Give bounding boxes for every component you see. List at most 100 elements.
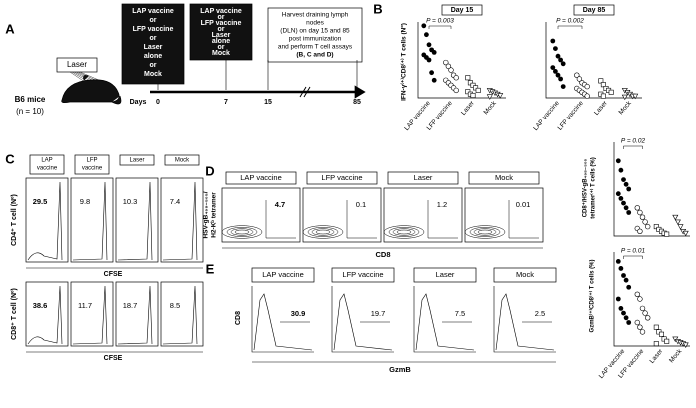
point — [475, 87, 481, 93]
label: or — [218, 14, 225, 21]
point — [637, 296, 643, 302]
percentage: 7.4 — [170, 197, 180, 206]
point — [600, 82, 606, 88]
point — [424, 32, 429, 38]
label: (DLN) on day 15 and 85 — [280, 28, 350, 35]
point — [626, 320, 632, 325]
histogram — [162, 181, 198, 261]
point — [608, 89, 614, 95]
point — [421, 23, 427, 29]
point — [558, 57, 563, 63]
point — [634, 291, 640, 297]
category-label: Mock — [668, 347, 684, 364]
label: or — [150, 17, 157, 24]
title-box — [441, 4, 483, 16]
point — [584, 83, 590, 90]
percentage: 2.5 — [535, 309, 545, 318]
day-label: 15 — [264, 99, 272, 106]
contour — [464, 225, 506, 239]
histogram-frame — [115, 281, 159, 347]
category-label: Laser — [460, 99, 476, 117]
y-axis-label: H2-Kᵇ tetramer — [211, 192, 218, 238]
histogram — [72, 181, 108, 261]
label: Laser — [67, 60, 87, 69]
label: vaccine — [37, 166, 58, 172]
point — [639, 305, 646, 312]
point — [467, 80, 473, 86]
point — [560, 84, 566, 89]
x-axis-label: CD8 — [375, 250, 390, 259]
group-box — [468, 171, 540, 185]
point — [623, 205, 629, 211]
contour — [477, 229, 493, 235]
percentage: 38.6 — [33, 301, 48, 310]
point — [621, 200, 626, 206]
category-label: Laser — [649, 347, 665, 365]
contour — [392, 228, 416, 236]
histogram — [495, 293, 555, 351]
point — [674, 219, 681, 226]
label: Laser — [129, 158, 144, 164]
histogram-frame — [160, 281, 204, 347]
y-axis-label: GzmB⁽⁺⁾CD8⁽⁺⁾ T cells (%) — [589, 260, 596, 333]
label: alone — [144, 53, 162, 60]
point — [644, 315, 651, 321]
label: LFP — [86, 158, 97, 164]
point — [486, 94, 493, 100]
contour — [307, 227, 339, 237]
panel-label: D — [205, 163, 214, 178]
percentage: 0.1 — [356, 200, 366, 209]
histogram — [72, 285, 108, 345]
point — [621, 273, 626, 278]
y-axis-label: CD8⁺ T cell (Nº) — [11, 288, 18, 340]
point — [618, 196, 624, 201]
point — [574, 72, 580, 78]
point — [598, 78, 604, 84]
group-box — [164, 154, 200, 166]
histogram — [333, 293, 393, 351]
contour — [396, 229, 412, 235]
label: LAP vaccine — [200, 8, 242, 15]
point — [639, 329, 646, 335]
chart-title: Day 15 — [451, 7, 474, 14]
panel-label: C — [5, 151, 15, 166]
point — [465, 75, 471, 81]
label: and perform T cell assays — [278, 44, 353, 51]
label: Harvest draining lymph — [282, 12, 349, 19]
contour-frame — [383, 187, 463, 243]
label: (B, C and D) — [296, 52, 333, 59]
point — [618, 306, 624, 311]
point — [626, 186, 632, 192]
histogram — [415, 293, 475, 351]
label: Laser — [414, 173, 433, 182]
point — [465, 89, 471, 95]
chart-title: Day 85 — [583, 7, 606, 14]
axis-break — [299, 86, 311, 98]
label: B6 mice — [15, 95, 46, 104]
percentage: 7.5 — [455, 309, 465, 318]
point — [653, 224, 659, 230]
label: LAP — [41, 158, 52, 164]
label: LAP vaccine — [132, 8, 174, 15]
label: Mock — [175, 158, 190, 164]
point — [672, 214, 679, 221]
point — [555, 72, 561, 78]
p-bracket — [623, 255, 643, 259]
contour — [315, 229, 331, 235]
point — [615, 296, 621, 302]
panel-label: B — [373, 1, 382, 16]
point — [639, 214, 646, 220]
point — [600, 93, 606, 99]
histogram — [162, 285, 198, 345]
label: LFP vaccine — [321, 173, 362, 182]
point — [555, 53, 561, 59]
label: vaccine — [82, 166, 103, 172]
mouse-icon — [61, 75, 122, 105]
histogram — [253, 293, 313, 351]
gate — [265, 200, 296, 239]
point — [550, 38, 556, 44]
point — [644, 223, 651, 230]
point — [453, 87, 459, 94]
p-value: P = 0.02 — [621, 138, 646, 145]
